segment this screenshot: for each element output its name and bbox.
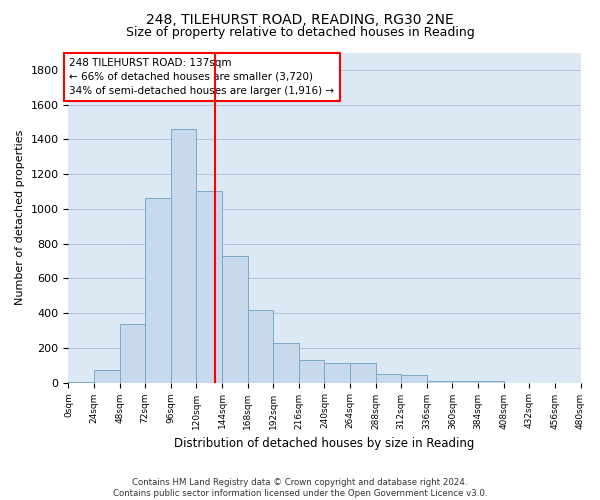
Bar — [273, 342, 299, 382]
Text: Size of property relative to detached houses in Reading: Size of property relative to detached ho… — [125, 26, 475, 39]
Bar — [350, 364, 376, 382]
X-axis label: Distribution of detached houses by size in Reading: Distribution of detached houses by size … — [174, 437, 475, 450]
Bar — [145, 198, 171, 382]
Bar — [94, 370, 119, 382]
Bar — [376, 374, 401, 382]
Bar — [401, 375, 427, 382]
Bar — [171, 129, 196, 382]
Bar — [119, 324, 145, 382]
Bar — [248, 310, 273, 382]
Text: 248 TILEHURST ROAD: 137sqm
← 66% of detached houses are smaller (3,720)
34% of s: 248 TILEHURST ROAD: 137sqm ← 66% of deta… — [70, 58, 335, 96]
Bar — [222, 256, 248, 382]
Text: Contains HM Land Registry data © Crown copyright and database right 2024.
Contai: Contains HM Land Registry data © Crown c… — [113, 478, 487, 498]
Bar — [196, 192, 222, 382]
Bar — [325, 364, 350, 382]
Bar — [427, 381, 452, 382]
Bar — [299, 360, 325, 382]
Bar — [478, 381, 503, 382]
Bar — [452, 381, 478, 382]
Y-axis label: Number of detached properties: Number of detached properties — [15, 130, 25, 305]
Text: 248, TILEHURST ROAD, READING, RG30 2NE: 248, TILEHURST ROAD, READING, RG30 2NE — [146, 12, 454, 26]
